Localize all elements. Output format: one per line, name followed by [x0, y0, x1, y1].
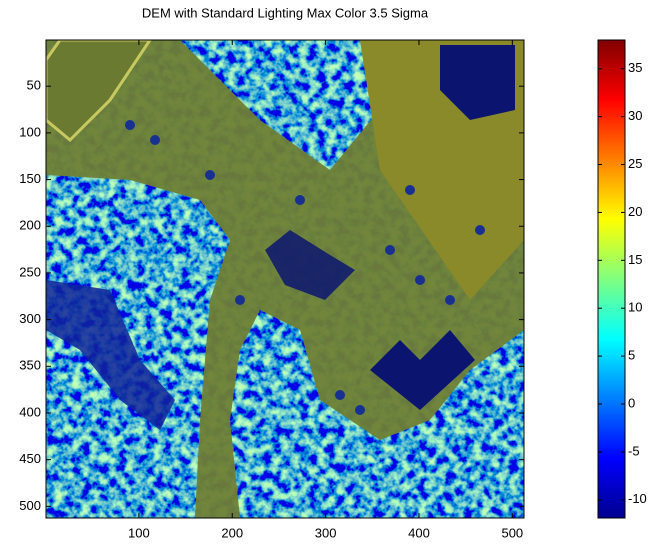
y-tick-label: 100 — [19, 124, 41, 139]
x-tick-label: 500 — [501, 525, 523, 540]
figure: DEM with Standard Lighting Max Color 3.5… — [0, 0, 668, 548]
y-tick-label: 400 — [19, 404, 41, 419]
x-tick-label: 200 — [221, 525, 243, 540]
colorbar-tick-label: 15 — [628, 252, 642, 267]
dem-image — [46, 40, 524, 518]
colorbar-tick-label: 30 — [628, 108, 642, 123]
colorbar-tick-label: -10 — [628, 491, 647, 506]
colorbar — [598, 40, 625, 518]
page: {"chart_data": {"type": "image", "title"… — [0, 0, 668, 548]
chart-title: DEM with Standard Lighting Max Color 3.5… — [142, 5, 429, 20]
y-tick-label: 300 — [19, 311, 41, 326]
colorbar-tick-label: 25 — [628, 156, 642, 171]
y-tick-label: 150 — [19, 171, 41, 186]
colorbar-tick-label: 5 — [628, 348, 635, 363]
colorbar-tick-label: 35 — [628, 60, 642, 75]
x-tick-label: 300 — [315, 525, 337, 540]
y-tick-label: 200 — [19, 218, 41, 233]
colorbar-tick-label: 10 — [628, 300, 642, 315]
y-tick-label: 50 — [27, 78, 41, 93]
x-tick-label: 100 — [128, 525, 150, 540]
colorbar-tick-label: 20 — [628, 204, 642, 219]
y-tick-label: 500 — [19, 498, 41, 513]
colorbar-tick-label: 0 — [628, 395, 635, 410]
colorbar-tick-label: -5 — [628, 443, 640, 458]
y-tick-label: 450 — [19, 451, 41, 466]
x-tick-label: 400 — [408, 525, 430, 540]
y-tick-label: 350 — [19, 358, 41, 373]
y-tick-label: 250 — [19, 264, 41, 279]
